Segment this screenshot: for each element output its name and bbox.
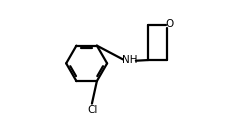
Text: NH: NH [122, 55, 137, 65]
Text: O: O [165, 19, 173, 29]
Text: Cl: Cl [87, 105, 98, 115]
